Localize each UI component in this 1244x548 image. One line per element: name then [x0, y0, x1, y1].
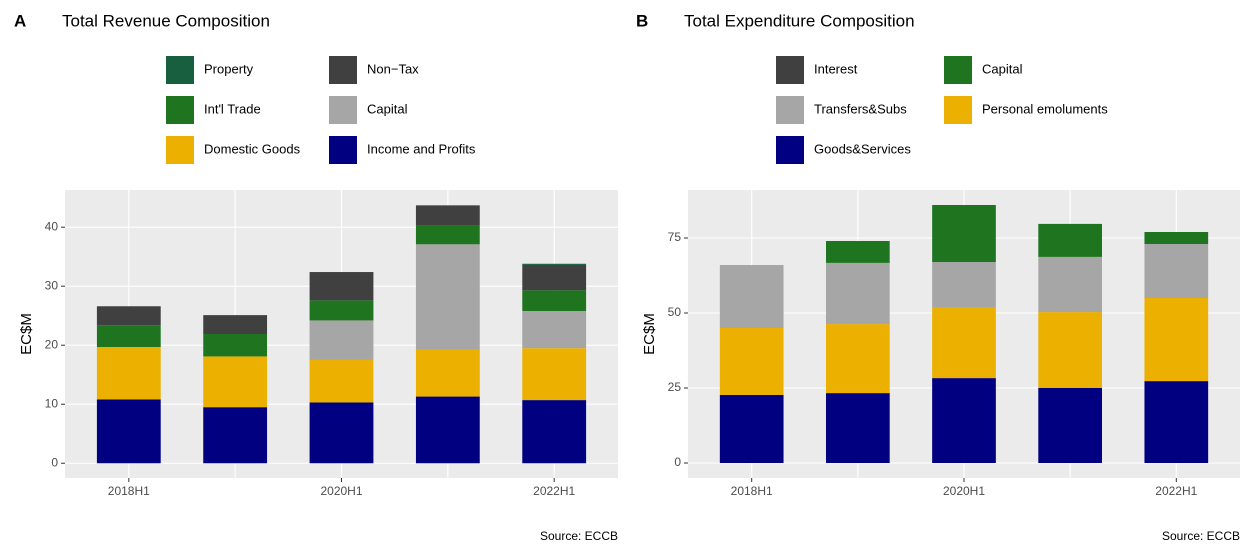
legend-label: Goods&Services [814, 141, 911, 156]
panel-label: A [14, 11, 26, 30]
bar-segment [415, 396, 480, 464]
bar-segment [522, 400, 587, 464]
bar-segment [309, 272, 374, 301]
y-tick-label: 20 [45, 337, 59, 351]
y-axis-label: EC$M [641, 313, 658, 355]
bar-segment [522, 263, 587, 265]
x-tick-label: 2020H1 [943, 484, 985, 498]
legend-label: Capital [982, 61, 1023, 76]
bar-segment [203, 334, 268, 357]
bar-segment [719, 265, 784, 328]
legend-key [776, 136, 804, 164]
bar-segment [415, 205, 480, 226]
bar-segment [1038, 388, 1102, 463]
bar-segment [522, 290, 587, 311]
legend-label: Int'l Trade [204, 101, 261, 116]
bar-segment [203, 356, 268, 408]
bar-segment [522, 264, 587, 291]
y-tick-label: 0 [674, 455, 681, 469]
bar-segment [96, 399, 161, 464]
legend-label: Income and Profits [367, 141, 476, 156]
legend-key [944, 96, 972, 124]
bar-segment [415, 225, 480, 245]
caption: Source: ECCB [540, 529, 618, 543]
bar-segment [96, 325, 161, 347]
panel-label: B [636, 11, 648, 30]
y-tick-label: 30 [45, 278, 59, 292]
bar-segment [826, 393, 890, 463]
legend-key [166, 56, 194, 84]
legend-label: Domestic Goods [204, 141, 301, 156]
y-tick-label: 40 [45, 219, 59, 233]
bar-segment [522, 348, 587, 401]
panel: A Total Revenue Composition Income and Pro… [14, 11, 618, 543]
legend-label: Interest [814, 61, 858, 76]
bar-segment [1144, 244, 1209, 298]
bar-segment [1038, 256, 1102, 313]
panel-title: Total Revenue Composition [62, 11, 270, 30]
bar-segment [932, 262, 996, 308]
y-tick-label: 25 [668, 380, 682, 394]
legend-key [329, 96, 357, 124]
bar-segment [203, 407, 268, 464]
bar-segment [932, 307, 996, 379]
bar-segment [826, 241, 890, 263]
bar-segment [1144, 298, 1209, 382]
bar-segment [719, 328, 784, 395]
bar-segment [1038, 223, 1102, 257]
y-tick-label: 10 [45, 396, 59, 410]
legend-key [329, 56, 357, 84]
caption: Source: ECCB [1162, 529, 1240, 543]
bar-segment [309, 402, 374, 464]
bar-segment [309, 300, 374, 321]
bar-segment [1144, 381, 1209, 463]
legend-key [166, 96, 194, 124]
y-tick-label: 0 [51, 455, 58, 469]
panel: B Total Expenditure Composition Goods&Serv… [636, 11, 1240, 543]
legend-key [944, 56, 972, 84]
bar-segment [826, 324, 890, 394]
legend-label: Non−Tax [367, 61, 419, 76]
bar-segment [96, 346, 161, 400]
legend-key [329, 136, 357, 164]
bar-segment [932, 378, 996, 463]
y-tick-label: 50 [668, 305, 682, 319]
x-tick-label: 2022H1 [1155, 484, 1197, 498]
bar-segment [826, 262, 890, 325]
legend-label: Property [204, 61, 254, 76]
legend-key [776, 96, 804, 124]
x-tick-label: 2018H1 [108, 484, 150, 498]
legend-label: Capital [367, 101, 408, 116]
bar-segment [309, 320, 374, 360]
bar-segment [1144, 232, 1209, 244]
y-tick-label: 75 [668, 230, 682, 244]
bar-segment [522, 310, 587, 349]
bar-segment [203, 315, 268, 334]
bar-segment [96, 306, 161, 326]
bar-segment [719, 394, 784, 463]
x-tick-label: 2018H1 [731, 484, 773, 498]
bar-segment [415, 349, 480, 397]
bar-segment [932, 205, 996, 262]
x-tick-label: 2022H1 [533, 484, 575, 498]
y-axis-label: EC$M [18, 313, 35, 355]
x-tick-label: 2020H1 [320, 484, 362, 498]
legend-key [166, 136, 194, 164]
legend-key [776, 56, 804, 84]
panel-title: Total Expenditure Composition [684, 11, 915, 30]
bar-segment [1038, 312, 1102, 388]
bar-segment [309, 359, 374, 403]
legend-label: Personal emoluments [982, 101, 1108, 116]
bar-segment [415, 244, 480, 350]
legend-label: Transfers&Subs [814, 101, 907, 116]
